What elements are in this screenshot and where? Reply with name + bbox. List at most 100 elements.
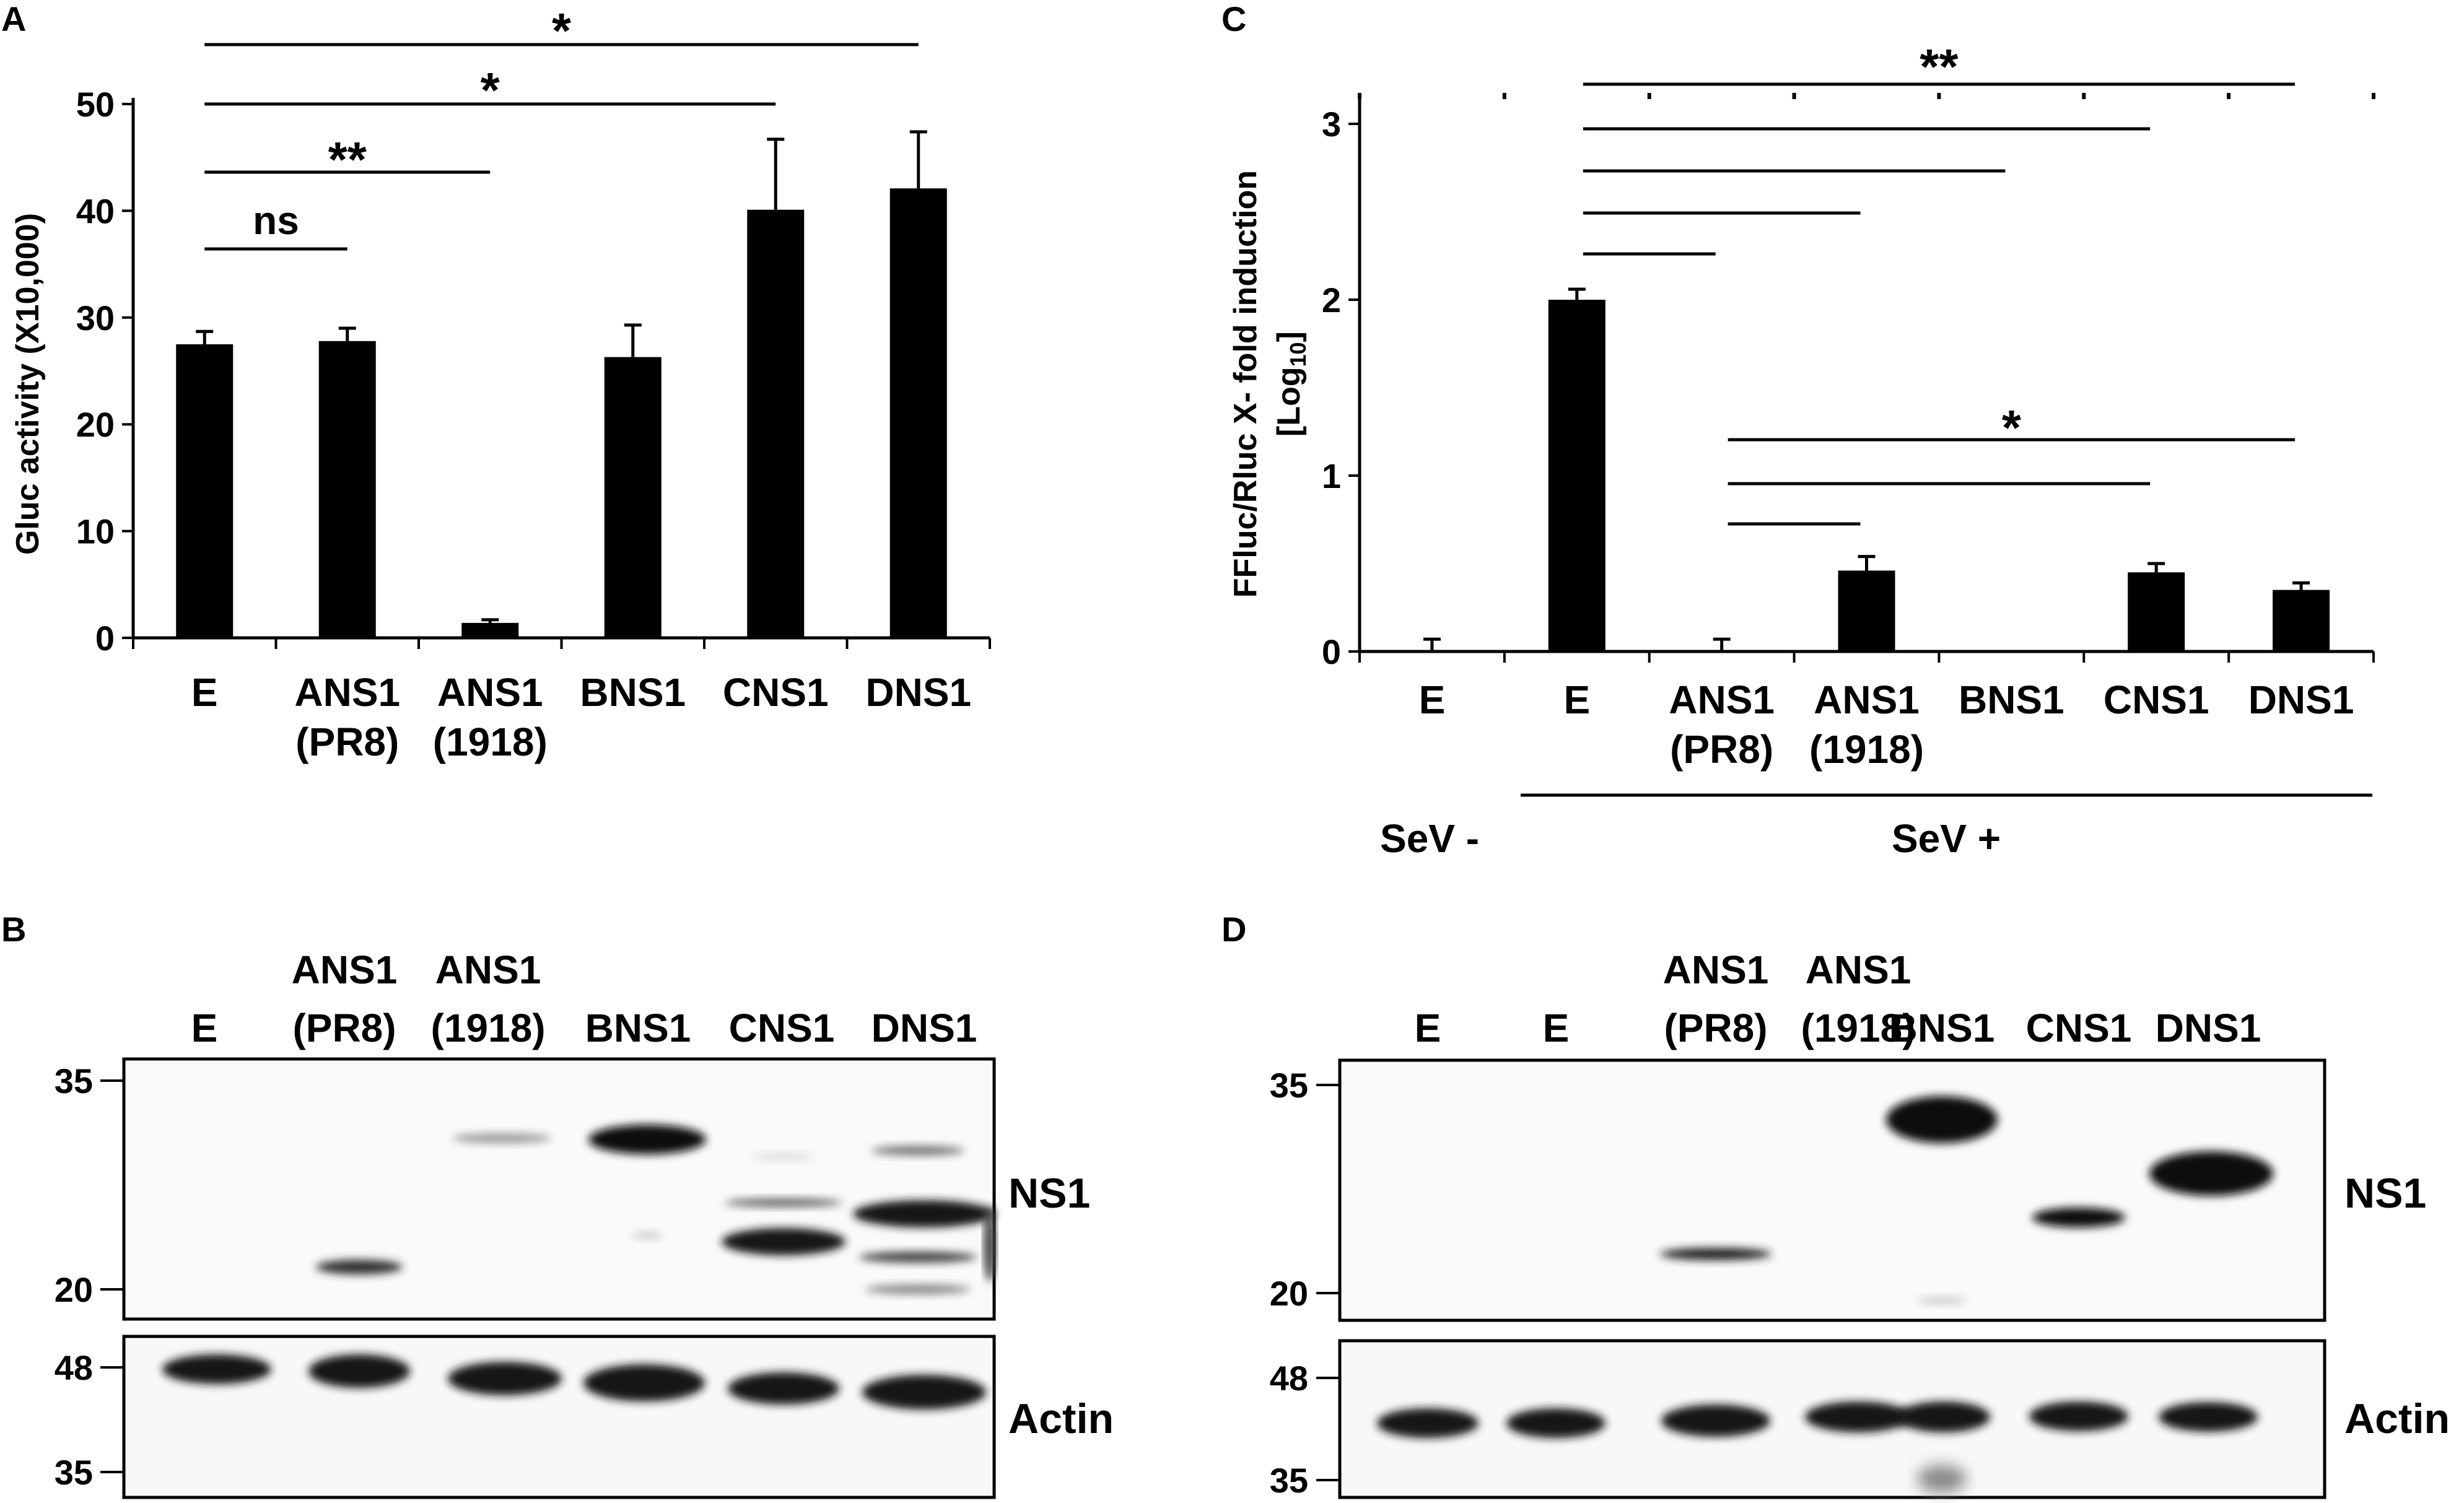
blot-d-actin-bands <box>1377 1401 2258 1492</box>
blot-band <box>872 1146 964 1156</box>
panel-letter-b: B <box>1 910 26 949</box>
blot-band <box>2149 1151 2273 1196</box>
category-label: (PR8) <box>295 720 399 764</box>
sev-plus-label: SeV + <box>1892 816 2001 861</box>
category-label: DNS1 <box>2248 677 2354 722</box>
blot-band <box>308 1354 410 1388</box>
bar <box>318 341 376 638</box>
bar <box>604 357 662 638</box>
blot-d-markers: 35 20 48 35 <box>1270 1066 1340 1500</box>
chart-c-y-axis-label: FFluc/Rluc X- fold induction <box>1228 170 1264 598</box>
blot-band <box>162 1354 271 1384</box>
blot-band <box>1897 1401 1990 1432</box>
blot-band <box>2032 1208 2125 1227</box>
lane-label: ANS1 <box>1806 948 1911 992</box>
significance-label: ** <box>1920 39 1959 94</box>
lane-label: DNS1 <box>872 1006 977 1050</box>
lane-label: E <box>191 1006 218 1050</box>
y-tick-label: 40 <box>76 191 115 230</box>
significance-label: ns <box>253 198 299 243</box>
blot-band <box>1917 1465 1967 1492</box>
chart-c-y-axis-label-units: [Log10] <box>1271 331 1311 437</box>
blot-band <box>448 1362 562 1395</box>
chart-a-axes: 0 10 20 30 40 50 <box>76 85 991 658</box>
chart-c-category-labels: E E ANS1 (PR8) ANS1 (1918) BNS1 CNS1 DNS1 <box>1419 677 2354 772</box>
blot-b-ns1-membrane <box>122 1057 996 1321</box>
panel-letter-d: D <box>1221 910 1246 949</box>
y-tick-label: 30 <box>76 298 115 338</box>
lane-label: E <box>1543 1006 1570 1050</box>
lane-label: CNS1 <box>2026 1006 2132 1050</box>
bar <box>889 188 947 638</box>
lane-label: (1918) <box>431 1006 546 1050</box>
marker-label: 35 <box>55 1061 93 1100</box>
y-tick-label: 2 <box>1322 281 1341 320</box>
blot-band <box>1805 1401 1911 1432</box>
blot-band <box>728 1372 839 1405</box>
panel-letter-c: C <box>1221 0 1246 38</box>
blot-band <box>1886 1096 1998 1143</box>
western-blot-d: E E ANS1 (PR8) ANS1 (1918)BNS1 CNS1 DNS1 35 20 <box>1270 948 2450 1500</box>
category-label: (1918) <box>433 720 548 764</box>
category-label: (1918) <box>1809 727 1924 772</box>
chart-a-bars <box>176 130 947 638</box>
bar <box>2128 572 2185 651</box>
lane-label: (PR8) <box>1664 1006 1767 1050</box>
blot-d-ns1-bands <box>1660 1096 2273 1304</box>
marker-label: 35 <box>1270 1461 1308 1500</box>
category-label: E <box>1563 677 1590 722</box>
category-label: (PR8) <box>1670 727 1773 772</box>
bar <box>1838 570 1895 651</box>
marker-label: 20 <box>55 1270 93 1309</box>
bar <box>747 209 805 638</box>
category-label: ANS1 <box>437 670 543 715</box>
lane-label: BNS1 <box>585 1006 691 1050</box>
western-blot-b: E ANS1 (PR8) ANS1 (1918) BNS1 CNS1 DNS1 <box>55 948 1114 1499</box>
y-tick-label: 0 <box>1322 632 1341 671</box>
sev-minus-label: SeV - <box>1380 816 1479 861</box>
blot-band <box>1917 1297 1967 1304</box>
blot-band <box>865 1284 971 1294</box>
chart-a-category-labels: E ANS1 (PR8) ANS1 (1918) BNS1 CNS1 DNS1 <box>191 670 971 764</box>
lane-label: E <box>1415 1006 1441 1050</box>
significance-label: * <box>2002 400 2022 455</box>
category-label: BNS1 <box>580 670 686 715</box>
blot-d-lane-labels: E E ANS1 (PR8) ANS1 (1918)BNS1 CNS1 DNS1 <box>1415 948 2261 1050</box>
category-label: CNS1 <box>723 670 829 715</box>
category-label: E <box>191 670 218 715</box>
lane-label: (1918) <box>1801 1006 1916 1050</box>
panel-letter-a: A <box>1 0 26 38</box>
blot-d-ns1-membrane <box>1338 1058 2326 1322</box>
y-tick-label: 3 <box>1322 105 1341 144</box>
blot-band <box>859 1252 977 1263</box>
blot-band <box>853 1200 995 1227</box>
bar <box>461 622 519 638</box>
marker-label: 35 <box>1270 1066 1308 1105</box>
bar <box>2273 590 2330 651</box>
y-tick-label: 1 <box>1322 456 1341 495</box>
blot-band <box>1506 1408 1606 1438</box>
blot-band <box>2029 1401 2128 1431</box>
blot-d-ns1-label: NS1 <box>2344 1170 2426 1217</box>
blot-band <box>452 1133 551 1143</box>
chart-a-y-axis-label: Gluc activity (X10,000) <box>10 213 46 555</box>
blot-b-actin-label: Actin <box>1008 1395 1114 1442</box>
category-label: ANS1 <box>1669 677 1775 722</box>
y-tick-label: 50 <box>76 85 115 124</box>
category-label: ANS1 <box>1814 677 1920 722</box>
lane-label: CNS1 <box>729 1006 835 1050</box>
category-label: E <box>1419 677 1446 722</box>
marker-label: 20 <box>1270 1274 1308 1313</box>
chart-c-units-open: [Log <box>1271 367 1307 437</box>
lane-label: ANS1 <box>1663 948 1769 992</box>
significance-label: * <box>481 63 500 118</box>
blot-band <box>753 1153 815 1161</box>
lane-label: ANS1 <box>292 948 398 992</box>
y-tick-label: 20 <box>76 405 115 444</box>
chart-c-units-close: ] <box>1271 331 1307 342</box>
bar <box>176 344 234 638</box>
blot-b-ns1-label: NS1 <box>1008 1170 1090 1217</box>
